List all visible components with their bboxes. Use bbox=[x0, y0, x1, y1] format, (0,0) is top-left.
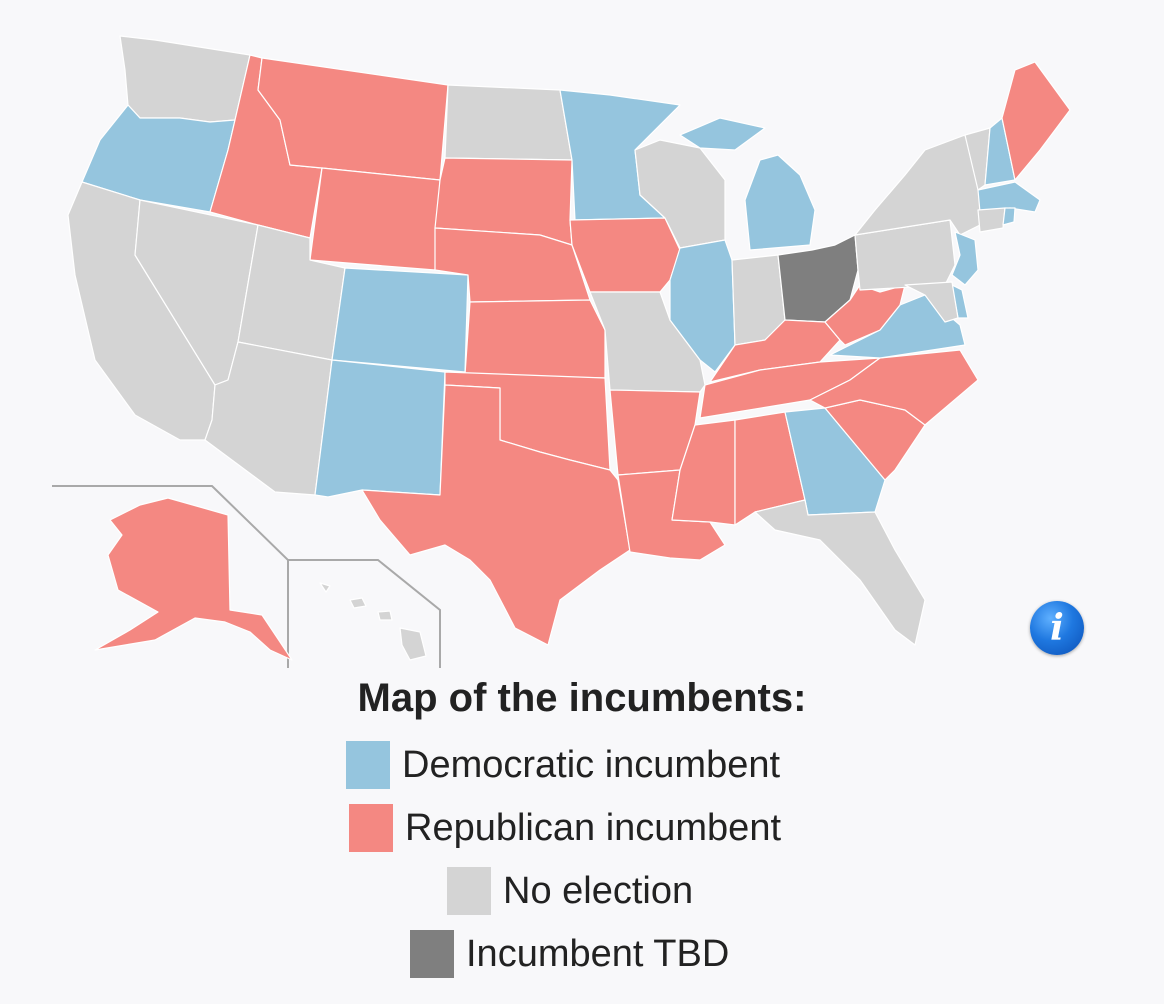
state-fl[interactable] bbox=[754, 499, 926, 646]
state-ia[interactable] bbox=[569, 217, 681, 293]
us-map-svg bbox=[52, 35, 1071, 668]
state-wy[interactable] bbox=[309, 167, 441, 271]
state-mt[interactable] bbox=[257, 57, 449, 181]
state-ct[interactable] bbox=[977, 207, 1006, 233]
state-ny[interactable] bbox=[854, 134, 981, 236]
state-wv[interactable] bbox=[824, 284, 906, 346]
state-wa[interactable] bbox=[119, 35, 251, 123]
legend-item-no-election: No election bbox=[447, 866, 693, 916]
hawaii-inset-border bbox=[288, 559, 441, 668]
state-ak[interactable] bbox=[94, 497, 293, 661]
legend-swatch-tbd bbox=[410, 930, 454, 978]
info-glyph: i bbox=[1050, 607, 1064, 649]
legend-swatch-republican bbox=[349, 804, 393, 852]
state-tx[interactable] bbox=[361, 384, 631, 646]
state-nc[interactable] bbox=[809, 349, 979, 426]
state-me[interactable] bbox=[1001, 61, 1071, 181]
state-hi[interactable] bbox=[319, 582, 427, 661]
legend-item-tbd: Incumbent TBD bbox=[410, 929, 729, 979]
state-ks[interactable] bbox=[464, 299, 606, 379]
state-nm[interactable] bbox=[314, 359, 446, 498]
us-map bbox=[52, 35, 1071, 668]
legend-label-no-election: No election bbox=[503, 869, 694, 912]
legend-label-democratic: Democratic incumbent bbox=[402, 743, 781, 786]
info-icon[interactable]: i bbox=[1030, 601, 1084, 655]
legend-label-republican: Republican incumbent bbox=[405, 806, 782, 849]
state-ri[interactable] bbox=[1002, 207, 1016, 226]
state-mi[interactable] bbox=[679, 117, 816, 251]
legend-item-republican: Republican incumbent bbox=[349, 803, 781, 853]
state-nd[interactable] bbox=[444, 84, 573, 161]
legend-item-democratic: Democratic incumbent bbox=[346, 740, 780, 790]
state-co[interactable] bbox=[331, 267, 469, 373]
legend-swatch-no-election bbox=[447, 867, 491, 915]
legend-title: Map of the incumbents: bbox=[357, 676, 807, 720]
state-il[interactable] bbox=[669, 239, 736, 373]
alaska-inset-border bbox=[52, 485, 289, 668]
legend-swatch-democratic bbox=[346, 741, 390, 789]
state-md[interactable] bbox=[904, 281, 959, 323]
legend-label-tbd: Incumbent TBD bbox=[466, 932, 730, 975]
state-nj[interactable] bbox=[951, 231, 979, 286]
